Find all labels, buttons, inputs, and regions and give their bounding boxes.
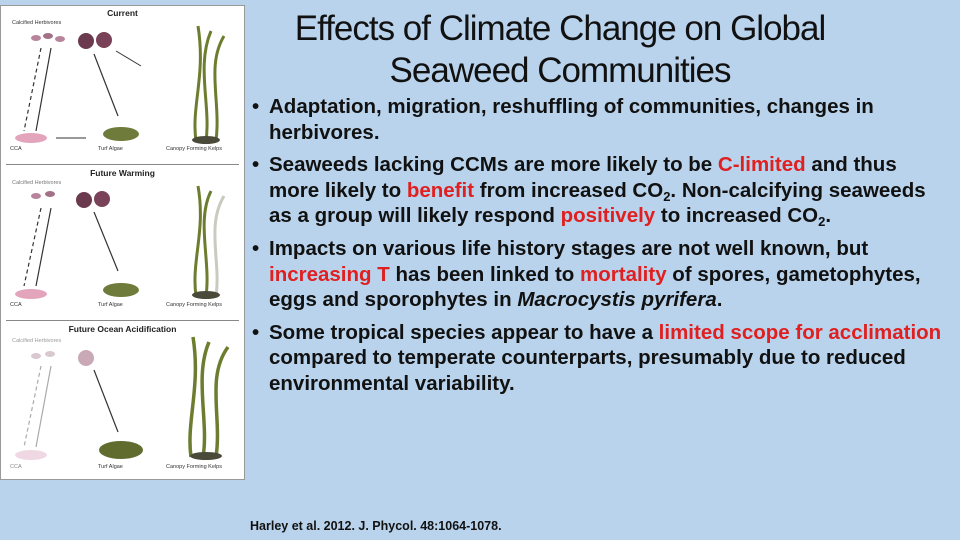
bullet-text: from increased CO xyxy=(474,178,664,202)
highlight-text: limited scope for acclimation xyxy=(658,320,942,344)
title-line-2: Seaweed Communities xyxy=(389,51,732,90)
panel-current: Current Calcified Herbivores CCA Turf Al… xyxy=(6,6,239,161)
herbivores-label: Calcified Herbivores xyxy=(12,20,62,26)
turf-label: Turf Algae xyxy=(98,302,123,308)
cca-label: CCA xyxy=(10,146,22,152)
bullet-list: Adaptation, migration, reshuffling of co… xyxy=(252,94,942,404)
turf-label: Turf Algae xyxy=(98,464,123,470)
subscript-text: 2 xyxy=(663,188,671,204)
bullet-text: and thus more likely to xyxy=(269,153,897,202)
herbivores-label: Calcified Herbivores xyxy=(12,338,62,344)
highlight-text: positively xyxy=(560,204,656,228)
subscript-text: 2 xyxy=(818,214,826,230)
bullet-text: of spores, gametophytes, eggs and sporop… xyxy=(269,262,921,312)
bullet-text: . xyxy=(825,204,832,228)
bullet-text: . xyxy=(716,288,723,312)
cca-label: CCA xyxy=(10,464,22,470)
bullet-text: Adaptation, migration, reshuffling of co… xyxy=(269,95,874,144)
italic-text: Macrocystis pyrifera xyxy=(517,288,717,312)
highlight-text: mortality xyxy=(580,262,667,286)
bullet-text: Impacts on various life history stages a… xyxy=(269,236,869,260)
panel-future-warming: Future Warming Calcified Herbivores CCA … xyxy=(6,166,239,318)
title-line-1: Effects of Climate Change on Global xyxy=(294,9,827,48)
ecosystem-figure: Current Calcified Herbivores CCA Turf Al… xyxy=(0,5,245,480)
citation: Harley et al. 2012. J. Phycol. 48:1064-1… xyxy=(250,519,502,533)
bullet-item: Impacts on various life history stages a… xyxy=(252,236,942,313)
warming-food-web-illustration xyxy=(15,185,226,299)
herbivores-label: Calcified Herbivores xyxy=(12,180,62,186)
slide-title: Effects of Climate Change on Global Seaw… xyxy=(250,8,870,92)
acidification-food-web-illustration xyxy=(15,336,230,460)
bullet-item: Some tropical species appear to have a l… xyxy=(252,320,942,397)
highlight-text: increasing T xyxy=(269,262,390,286)
kelp-label: Canopy Forming Kelps xyxy=(166,302,222,308)
panel-title: Current xyxy=(107,8,138,18)
panel-title: Future Warming xyxy=(90,168,155,178)
kelp-label: Canopy Forming Kelps xyxy=(166,146,222,152)
bullet-text: compared to temperate counterparts, pres… xyxy=(269,346,906,395)
bullet-text: to increased CO xyxy=(655,204,819,228)
kelp-label: Canopy Forming Kelps xyxy=(166,464,222,470)
panel-future-ocean-acidification: Future Ocean Acidification Calcified Her… xyxy=(6,322,239,477)
bullet-text: . Non-calcifying seaweeds as a group wil… xyxy=(269,178,926,228)
current-food-web-illustration xyxy=(15,25,226,144)
highlight-text: C-limited xyxy=(717,153,806,177)
highlight-text: benefit xyxy=(406,178,475,202)
bullet-item: Seaweeds lacking CCMs are more likely to… xyxy=(252,152,942,229)
turf-label: Turf Algae xyxy=(98,146,123,152)
cca-label: CCA xyxy=(10,302,22,308)
bullet-text: Seaweeds lacking CCMs are more likely to… xyxy=(269,153,718,177)
bullet-text: has been linked to xyxy=(389,262,581,286)
bullet-text: Some tropical species appear to have a xyxy=(269,320,659,344)
bullet-item: Adaptation, migration, reshuffling of co… xyxy=(252,94,942,145)
panel-title: Future Ocean Acidification xyxy=(68,324,177,334)
